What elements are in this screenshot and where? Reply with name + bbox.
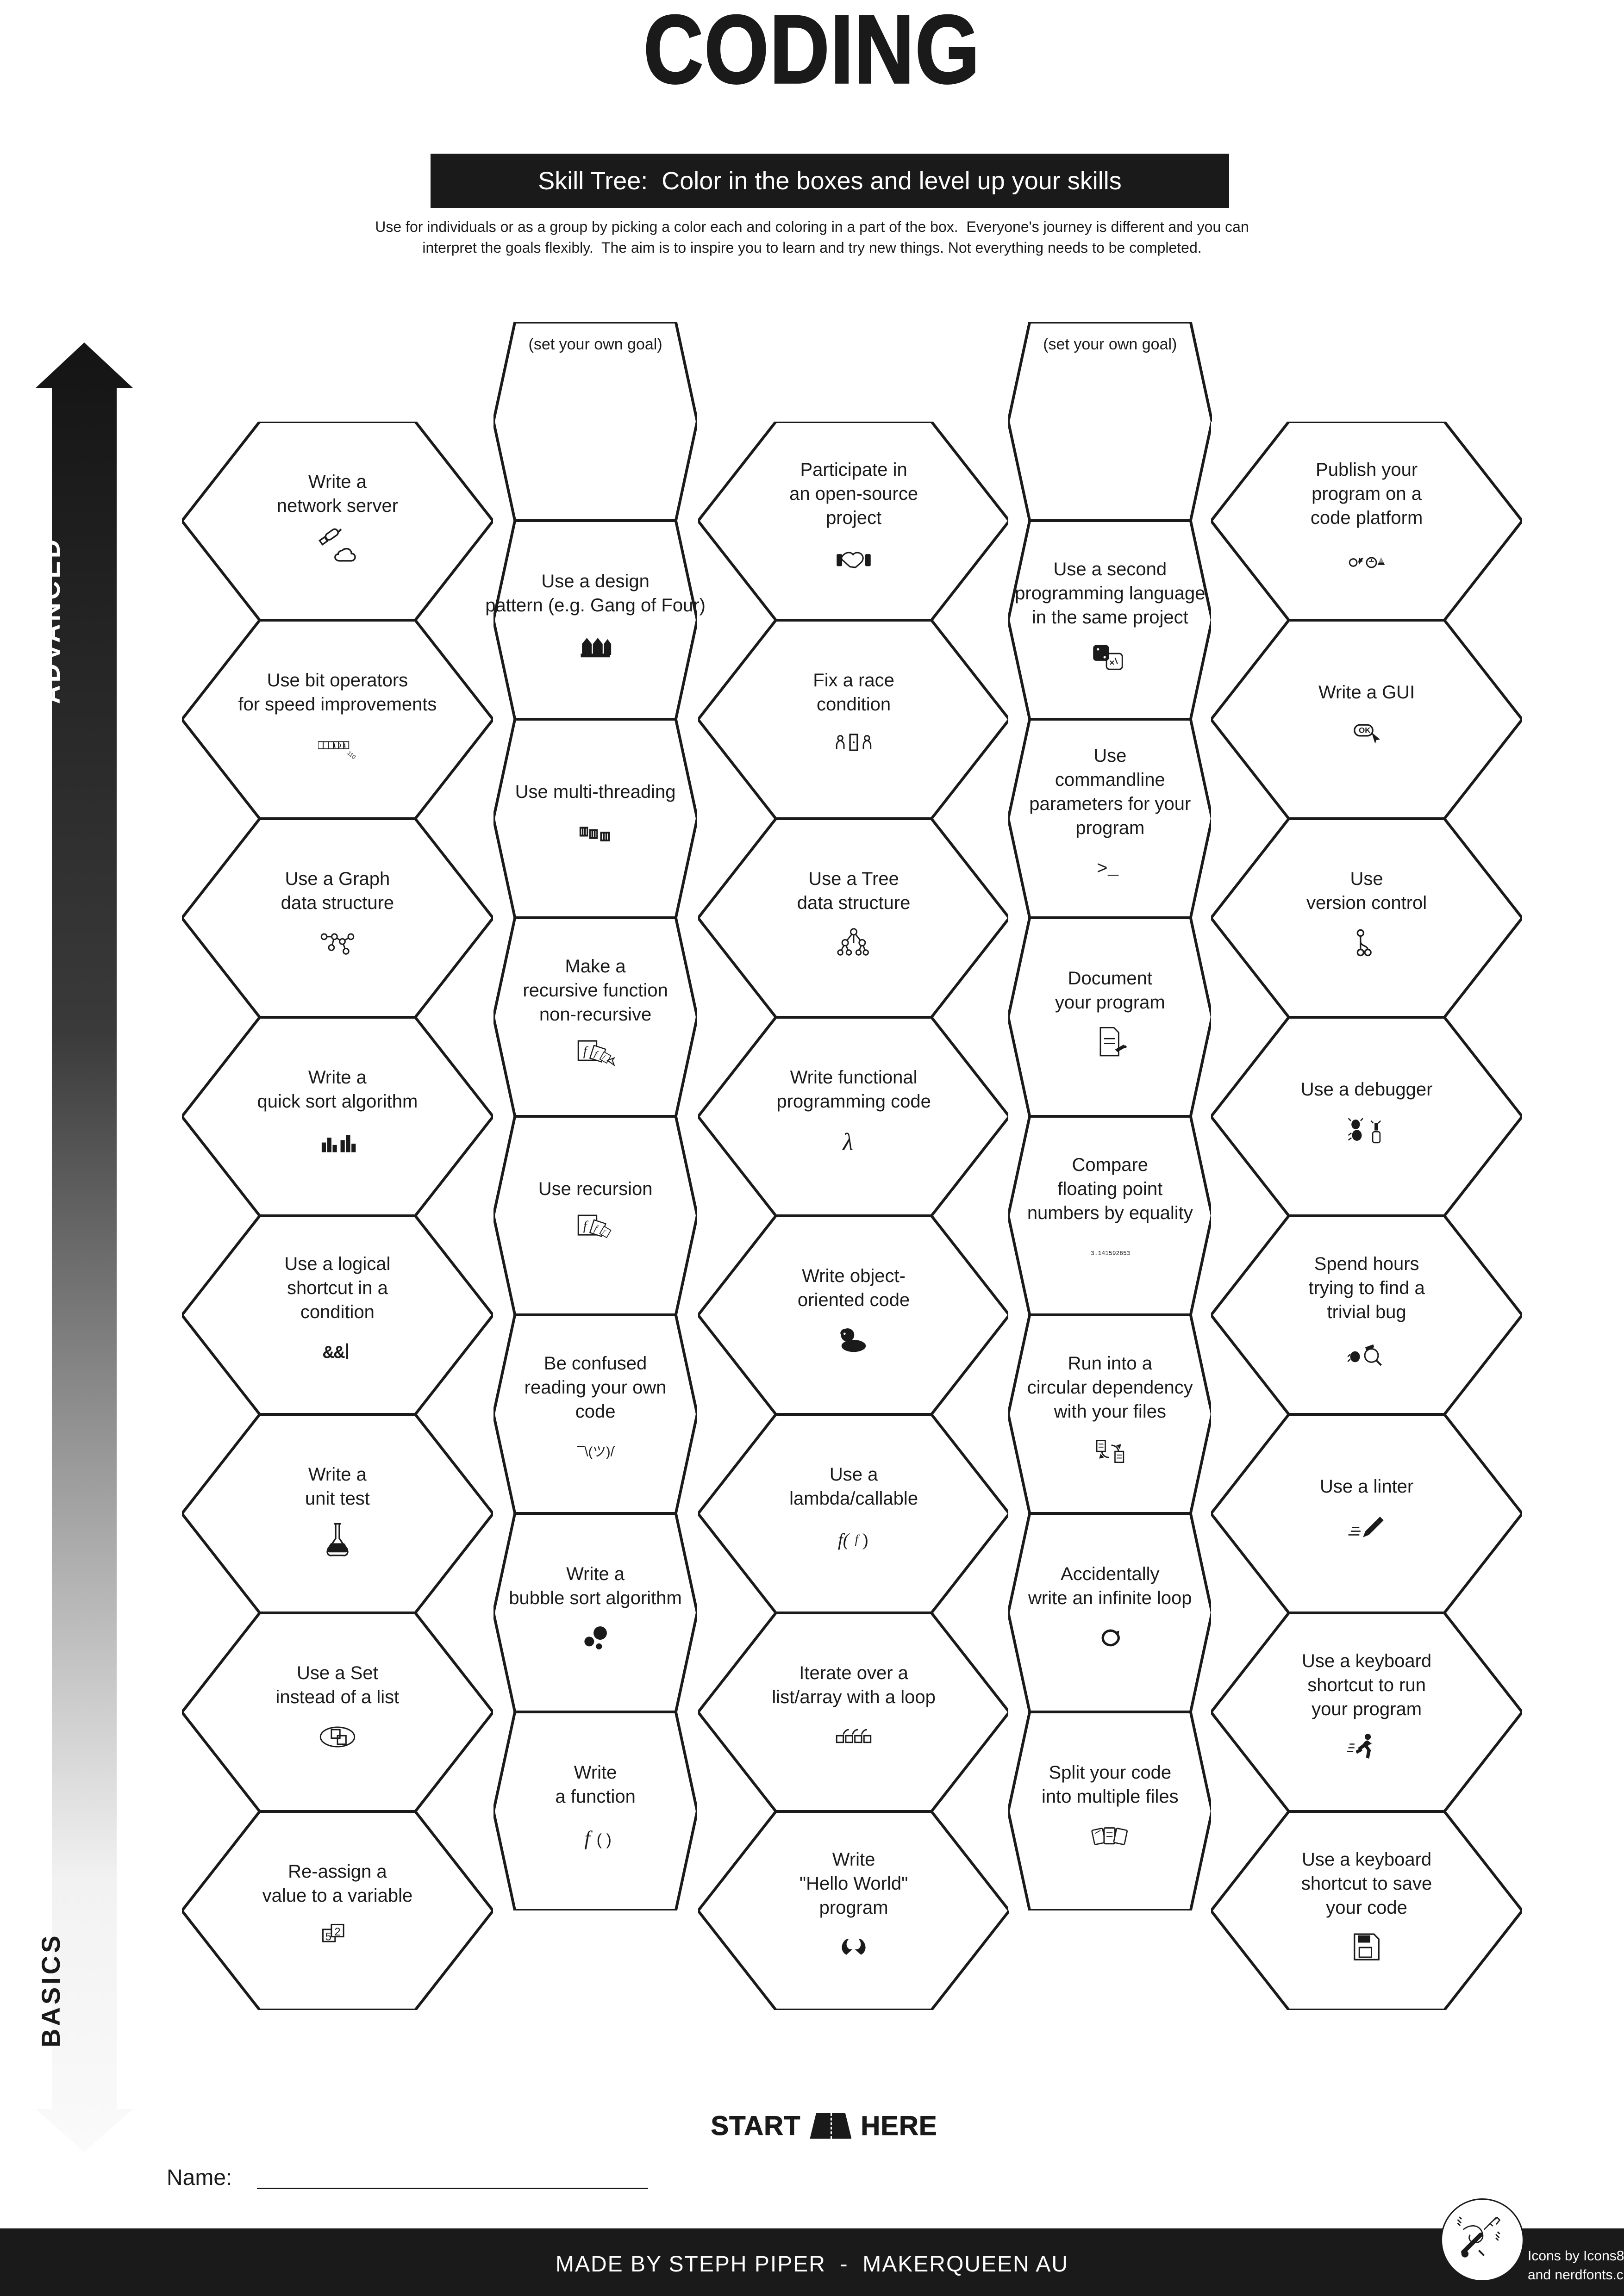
svg-text:110: 110 — [346, 750, 357, 760]
svg-text:3.14159265358979...: 3.14159265358979... — [1091, 1250, 1130, 1257]
svg-text:OK: OK — [1359, 726, 1371, 734]
svg-text:λ: λ — [842, 1128, 853, 1155]
svg-text:f(: f( — [838, 1530, 850, 1550]
svg-text:¯\(ツ)/¯: ¯\(ツ)/¯ — [577, 1444, 615, 1459]
svg-text:1: 1 — [343, 742, 346, 749]
svg-text:): ) — [862, 1530, 868, 1550]
svg-text:5: 5 — [325, 1931, 331, 1943]
svg-text:f: f — [584, 1826, 593, 1849]
svg-text:1: 1 — [333, 742, 336, 749]
svg-text:>_: >_ — [1097, 859, 1119, 879]
svg-text:2: 2 — [334, 1926, 340, 1938]
svg-text:( ): ( ) — [597, 1831, 612, 1848]
svg-text:0: 0 — [338, 742, 341, 749]
svg-text:&&: && — [323, 1343, 345, 1363]
svg-text:f: f — [855, 1533, 860, 1546]
